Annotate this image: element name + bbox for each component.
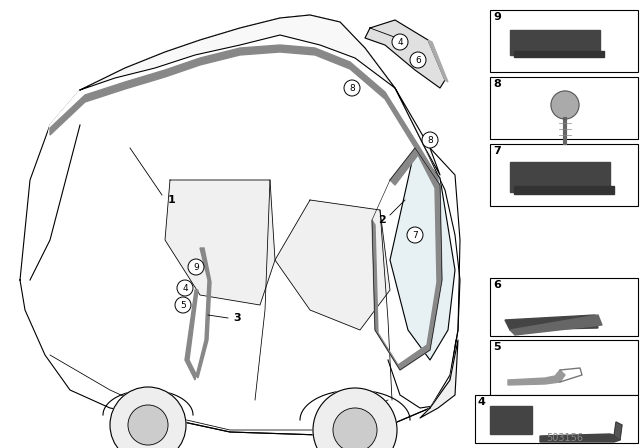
Circle shape	[177, 280, 193, 296]
Text: 8: 8	[349, 83, 355, 92]
Circle shape	[407, 227, 423, 243]
Circle shape	[410, 52, 426, 68]
Circle shape	[551, 91, 579, 119]
Text: 9: 9	[193, 263, 199, 271]
Text: 2: 2	[378, 215, 386, 225]
Circle shape	[110, 387, 186, 448]
Polygon shape	[185, 248, 211, 380]
Text: 4: 4	[478, 397, 486, 407]
Polygon shape	[614, 422, 622, 440]
Polygon shape	[80, 15, 440, 175]
Polygon shape	[275, 200, 390, 330]
Text: 1: 1	[168, 195, 176, 205]
Text: 9: 9	[493, 12, 501, 22]
Bar	[490, 406, 532, 434]
Bar	[514, 186, 614, 194]
Text: 7: 7	[493, 146, 500, 156]
Text: 6: 6	[493, 280, 501, 290]
Polygon shape	[372, 148, 442, 370]
Circle shape	[128, 405, 168, 445]
Polygon shape	[510, 315, 602, 335]
Circle shape	[333, 408, 377, 448]
Circle shape	[313, 388, 397, 448]
Circle shape	[422, 132, 438, 148]
Polygon shape	[30, 45, 455, 400]
Polygon shape	[420, 340, 458, 418]
Polygon shape	[390, 148, 455, 360]
Text: 5: 5	[493, 342, 500, 352]
Circle shape	[188, 259, 204, 275]
Text: 3: 3	[233, 313, 241, 323]
Bar	[475, 395, 638, 443]
Polygon shape	[505, 315, 598, 330]
Polygon shape	[508, 370, 565, 385]
Circle shape	[175, 297, 191, 313]
Text: 8: 8	[427, 135, 433, 145]
Bar	[510, 162, 610, 192]
Text: 6: 6	[415, 56, 421, 65]
Bar	[514, 51, 604, 57]
Text: 503156: 503156	[547, 433, 584, 443]
Circle shape	[344, 80, 360, 96]
Polygon shape	[428, 40, 448, 82]
Polygon shape	[365, 20, 445, 88]
Text: 4: 4	[182, 284, 188, 293]
Bar	[490, 278, 638, 336]
Text: 5: 5	[180, 301, 186, 310]
Bar	[510, 30, 600, 55]
Polygon shape	[50, 45, 438, 185]
Polygon shape	[165, 180, 275, 305]
Circle shape	[392, 34, 408, 50]
Polygon shape	[540, 434, 620, 442]
Text: 7: 7	[412, 231, 418, 240]
Text: 4: 4	[397, 38, 403, 47]
Polygon shape	[20, 15, 460, 435]
Bar	[490, 144, 638, 206]
Bar	[490, 10, 638, 72]
Text: 8: 8	[493, 79, 500, 89]
Bar	[490, 77, 638, 139]
Bar	[490, 340, 638, 395]
